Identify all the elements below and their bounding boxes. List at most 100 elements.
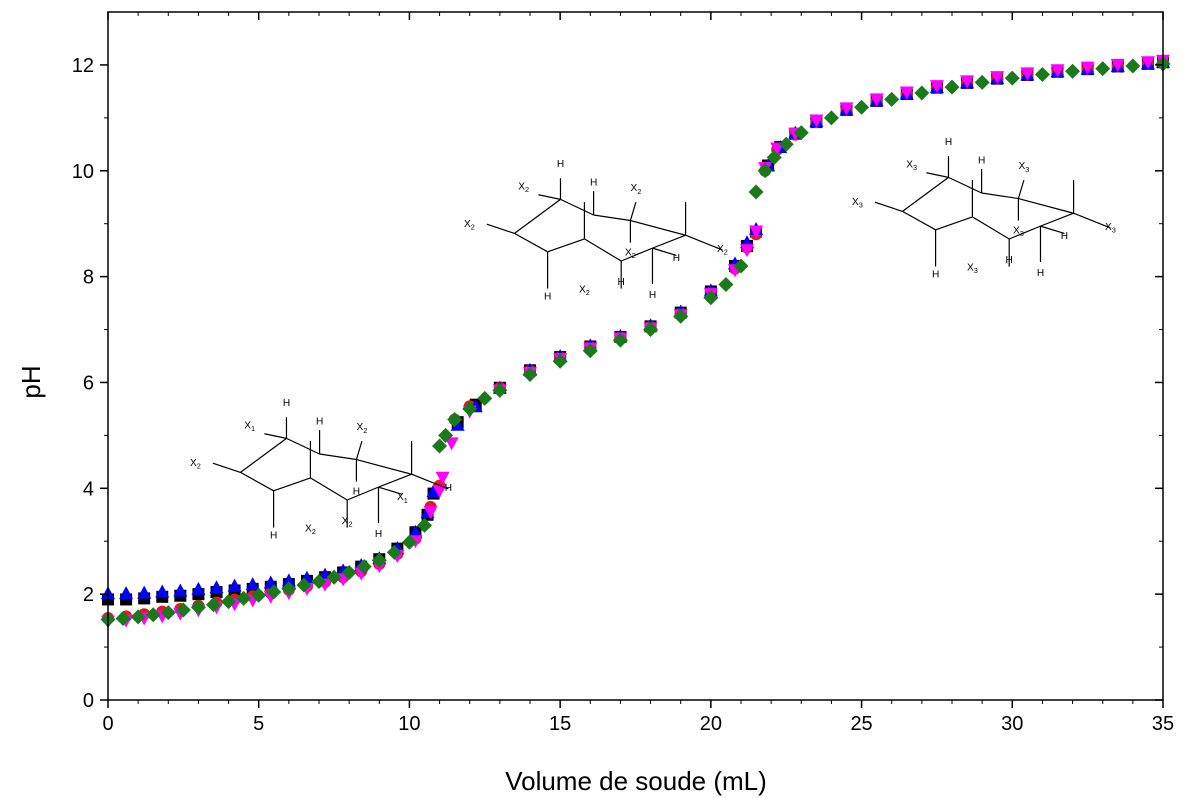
bond-line — [629, 201, 637, 221]
bond-line — [514, 232, 548, 253]
data-point-diamond — [371, 552, 387, 568]
atom-symbol: H — [283, 398, 290, 409]
atom-label: X3 — [906, 159, 917, 172]
data-point-diamond — [718, 277, 734, 293]
data-point-diamond — [1125, 58, 1141, 74]
atom-label: H — [375, 529, 382, 540]
atom-label: X2 — [305, 523, 316, 536]
series-layer — [100, 54, 1171, 629]
atom-subscript: 3 — [913, 163, 917, 172]
x-tick-label: 20 — [700, 713, 722, 735]
atom-label: X3 — [1105, 222, 1116, 235]
x-tick-label: 15 — [549, 713, 571, 735]
data-point-triangle-down — [1140, 56, 1155, 70]
y-tick-label: 2 — [83, 584, 94, 606]
data-point-diamond — [477, 390, 493, 406]
bond-line — [538, 194, 561, 200]
atom-label: X1 — [397, 492, 408, 505]
data-point-diamond — [643, 322, 659, 338]
atom-label: H — [673, 253, 680, 264]
data-point-triangle-up — [408, 524, 423, 538]
atom-symbol: H — [353, 486, 360, 497]
plot-frame — [107, 11, 1164, 701]
atom-label: H — [649, 290, 656, 301]
bond-line — [902, 176, 949, 212]
atom-symbol: H — [945, 137, 952, 148]
atom-symbol: X — [717, 244, 724, 255]
bond-line — [240, 437, 287, 473]
data-point-triangle-down — [809, 114, 824, 128]
atom-symbol: X — [967, 262, 974, 273]
bond-line — [1073, 212, 1111, 229]
bond-line — [1040, 212, 1074, 227]
atom-symbol: X — [397, 492, 404, 503]
bond-line — [902, 210, 936, 231]
data-point-diamond — [778, 136, 794, 152]
atom-subscript: 2 — [349, 520, 353, 529]
bond-line — [981, 192, 1019, 200]
data-point-triangle-down — [1110, 58, 1125, 72]
data-point-diamond — [386, 544, 402, 560]
atom-subscript: 3 — [859, 201, 863, 210]
atom-symbol: H — [932, 270, 939, 281]
atom-subscript: 2 — [637, 187, 641, 196]
atom-subscript: 3 — [1020, 229, 1024, 238]
atom-label: H — [557, 159, 564, 170]
data-point-triangle-up — [426, 483, 441, 497]
data-point-diamond — [1095, 61, 1111, 77]
atom-label: H — [316, 417, 323, 428]
atom-label: H — [353, 486, 360, 497]
bond-line — [273, 477, 311, 492]
atom-label: H — [978, 156, 985, 167]
data-point-triangle-up — [227, 578, 242, 592]
data-point-diamond — [733, 258, 749, 274]
atom-symbol: X — [305, 523, 312, 534]
data-point-diamond — [447, 412, 463, 428]
data-point-diamond — [341, 564, 357, 580]
atom-symbol: X — [579, 284, 586, 295]
data-point-diamond — [251, 587, 267, 603]
atom-symbol: H — [673, 253, 680, 264]
data-point-triangle-down — [1020, 67, 1035, 81]
bond-line — [240, 471, 274, 492]
series-triangle-up — [101, 54, 1170, 600]
atom-subscript: 2 — [471, 223, 475, 232]
y-tick-label: 10 — [72, 161, 94, 183]
atom-symbol: X — [1105, 222, 1112, 233]
data-point-diamond — [160, 605, 176, 621]
data-point-diamond — [145, 607, 161, 623]
bond-line — [514, 198, 561, 234]
bond-line — [1017, 179, 1025, 199]
atom-symbol: H — [557, 159, 564, 170]
atom-symbol: H — [618, 277, 625, 288]
x-tick-label: 5 — [253, 713, 264, 735]
bond-line — [346, 486, 379, 501]
data-point-diamond — [266, 584, 282, 600]
atom-symbol: H — [649, 290, 656, 301]
atom-symbol: X — [625, 247, 632, 258]
bond-line — [630, 219, 686, 236]
bond-line — [212, 462, 241, 473]
data-point-diamond — [552, 353, 568, 369]
atom-subscript: 2 — [312, 527, 316, 536]
atom-label: H — [270, 531, 277, 542]
data-point-triangle-up — [191, 581, 206, 595]
data-point-triangle-down — [990, 71, 1005, 85]
bond-line — [264, 433, 287, 439]
bond-line — [378, 486, 403, 496]
atom-label: X2 — [464, 219, 475, 232]
data-point-triangle-down — [1050, 64, 1065, 78]
atom-symbol: H — [544, 292, 551, 303]
data-point-diamond — [522, 367, 538, 383]
data-point-triangle-down — [435, 471, 450, 485]
atom-label: X3 — [1018, 161, 1029, 174]
atom-label: H — [283, 398, 290, 409]
data-point-diamond — [130, 609, 146, 625]
atom-label: X2 — [625, 247, 636, 260]
bond-line — [652, 234, 686, 249]
data-point-triangle-up — [281, 573, 296, 587]
atom-symbol: X — [190, 458, 197, 469]
